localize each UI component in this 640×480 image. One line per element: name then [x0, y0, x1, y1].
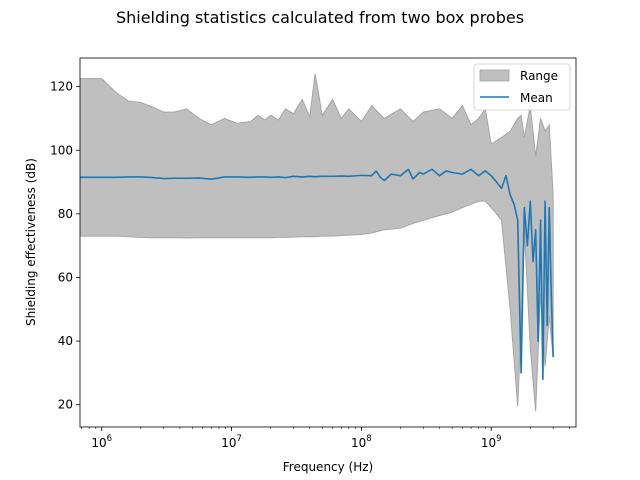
y-tick-label: 120 — [50, 80, 73, 94]
legend-mean-label: Mean — [520, 91, 553, 105]
chart-title: Shielding statistics calculated from two… — [116, 8, 524, 27]
x-tick-label: 109 — [481, 434, 502, 450]
x-axis-label: Frequency (Hz) — [283, 460, 374, 474]
mean-line — [80, 168, 554, 381]
plot-frame — [79, 57, 577, 428]
x-tick-label: 108 — [351, 434, 372, 450]
y-tick-label: 80 — [58, 207, 73, 221]
legend: Range Mean — [473, 63, 571, 111]
y-axis-label: Shielding effectiveness (dB) — [24, 158, 38, 326]
plot-area — [80, 73, 554, 412]
y-tick-label: 40 — [58, 334, 73, 348]
x-tick-label: 106 — [91, 434, 112, 450]
x-tick-label: 107 — [221, 434, 242, 450]
y-tick-label: 20 — [58, 398, 73, 412]
legend-range-swatch — [479, 69, 510, 82]
legend-range-label: Range — [520, 69, 558, 83]
x-axis: 106 107 108 109 — [81, 427, 570, 450]
y-tick-label: 100 — [50, 143, 73, 157]
y-axis: 20 40 60 80 100 120 — [50, 80, 80, 412]
y-tick-label: 60 — [58, 270, 73, 284]
